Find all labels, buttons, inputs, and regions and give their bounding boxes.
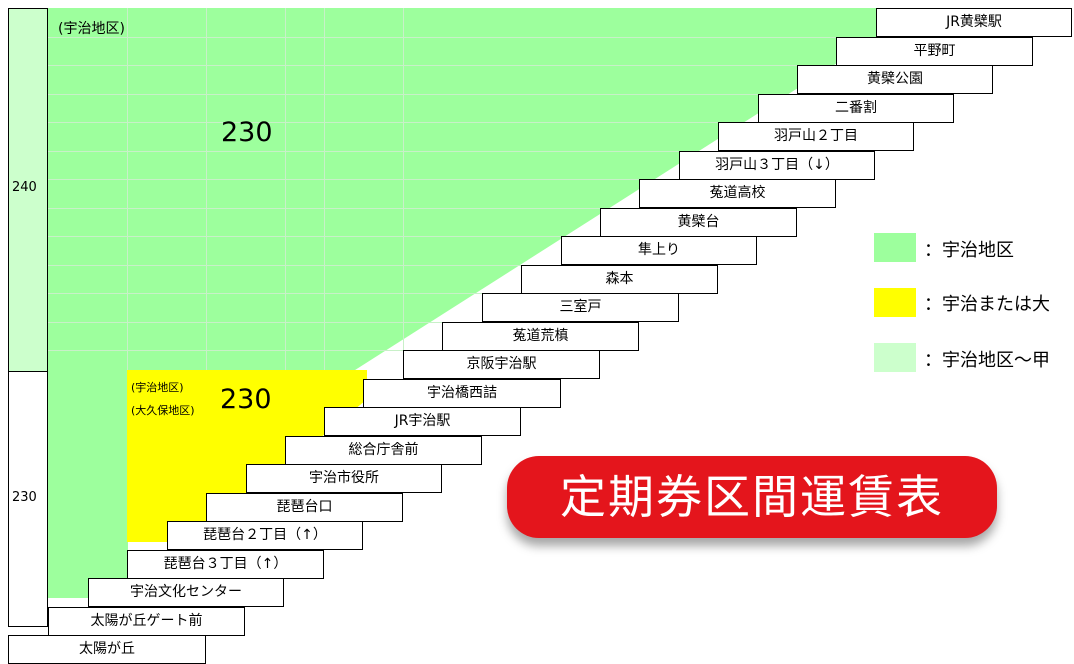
fare-column-lower-value: 230 <box>12 490 37 505</box>
stop-item: 宇治橋西詰 <box>363 378 561 408</box>
grid-hline <box>48 321 442 323</box>
fare-column-upper: 240 <box>8 8 48 372</box>
stop-item: 森本 <box>521 264 718 294</box>
stop-item: 菟道高校 <box>639 179 836 208</box>
legend-text-uji-to: ：宇治地区～甲 <box>924 350 1050 371</box>
grid-vline <box>324 8 325 370</box>
stop-item: 太陽が丘 <box>8 635 206 664</box>
middle-zone-fare: 230 <box>220 384 272 415</box>
stop-item: 太陽が丘ゲート前 <box>48 606 245 636</box>
legend-swatch-uji <box>874 233 916 262</box>
stop-item: 三室戸 <box>482 293 679 322</box>
grid-hline <box>48 122 718 123</box>
stop-item: 京阪宇治駅 <box>403 350 600 379</box>
grid-hline <box>48 150 679 152</box>
stop-item: 二番割 <box>758 93 954 123</box>
stop-item: 隼上り <box>561 236 757 265</box>
middle-zone-label-okubo: (大久保地区) <box>131 404 195 417</box>
fare-column-upper-value: 240 <box>12 180 37 195</box>
grid-vline <box>206 8 207 370</box>
fare-table-title: 定期券区間運賃表 <box>507 456 997 538</box>
stop-item: 平野町 <box>836 36 1033 66</box>
grid-hline <box>48 65 797 66</box>
stop-item: 琵琶台３丁目（↑） <box>127 549 324 579</box>
middle-zone-label-uji: (宇治地区) <box>131 381 184 394</box>
stop-item: 琵琶台２丁目（↑） <box>167 521 363 550</box>
grid-vline <box>285 8 286 370</box>
legend-swatch-uji-to <box>874 343 916 372</box>
grid-vline <box>403 8 404 370</box>
grid-hline <box>48 179 639 180</box>
stop-item: 黄檗公園 <box>797 65 993 94</box>
grid-hline <box>48 264 521 266</box>
stop-item: 琵琶台口 <box>206 492 403 522</box>
stop-item: JR宇治駅 <box>324 407 521 436</box>
grid-hline <box>48 236 561 237</box>
stop-item: 羽戸山２丁目 <box>718 122 914 151</box>
legend-text-uji: ：宇治地区 <box>924 240 1014 261</box>
legend-text-uji-okubo: ：宇治または大 <box>924 294 1050 315</box>
stop-item: 黄檗台 <box>600 207 797 237</box>
uji-zone-lower-area <box>48 370 128 598</box>
grid-hline <box>48 36 836 38</box>
stop-item: 菟道荒槙 <box>442 321 639 351</box>
stop-item: 羽戸山３丁目（↓） <box>679 150 875 180</box>
stop-item: 宇治文化センター <box>88 578 284 607</box>
grid-hline <box>48 293 482 294</box>
grid-hline <box>48 350 403 351</box>
upper-zone-label: (宇治地区) <box>58 21 125 37</box>
legend-swatch-uji-okubo <box>874 288 916 317</box>
grid-hline <box>48 207 600 209</box>
stop-item: JR黄檗駅 <box>876 8 1072 37</box>
upper-zone-fare: 230 <box>221 117 273 148</box>
stop-item: 宇治市役所 <box>246 464 442 493</box>
stop-item: 総合庁舎前 <box>285 435 482 465</box>
grid-hline <box>48 93 758 95</box>
grid-vline <box>127 8 128 370</box>
fare-column-lower: 230 <box>8 371 48 627</box>
